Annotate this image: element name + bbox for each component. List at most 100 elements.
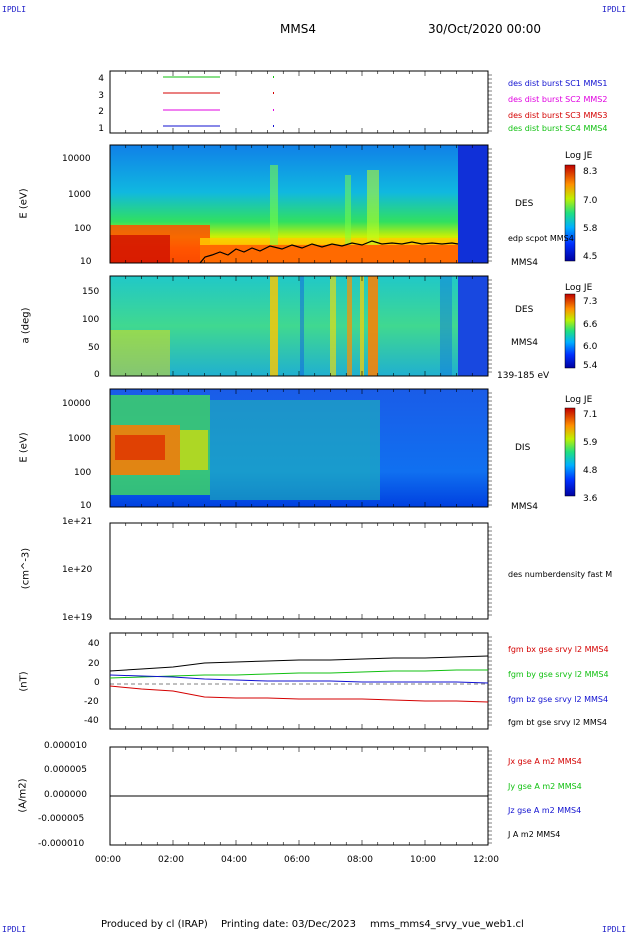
legend-fgm-bz: fgm bz gse srvy l2 MMS4 (508, 695, 609, 704)
des-pitch-low-stripe-2 (440, 276, 452, 376)
des-energy-overlay-label: edp scpot MMS4 (508, 234, 574, 243)
des-energy-ytick: 100 (74, 224, 92, 234)
current-ytick: 0.000010 (44, 741, 87, 751)
des-energy-burst-stripe-1 (270, 165, 278, 245)
des-pitch-ylabel: a (deg) (20, 307, 32, 344)
datetime-title: 30/Oct/2020 00:00 (428, 22, 542, 36)
x-tick-label: 00:00 (95, 855, 121, 865)
des-pitch-stripe-1 (270, 276, 278, 376)
des-energy-colorbar-tick: 8.3 (583, 167, 598, 177)
legend-j: J A m2 MMS4 (508, 830, 561, 839)
dis-energy-spacecraft-label: MMS4 (511, 502, 538, 512)
des-pitch-dark-region (458, 276, 488, 376)
legend-jz: Jz gse A m2 MMS4 (508, 806, 582, 815)
burst-panel (109, 70, 489, 134)
legend-burst-mms4: des dist burst SC4 MMS4 (508, 124, 608, 133)
des-energy-burst-stripe-2 (345, 175, 351, 245)
dis-energy-ytick: 1000 (68, 434, 91, 444)
axis-ticks (109, 71, 492, 845)
des-pitch-ytick: 0 (94, 370, 100, 380)
x-tick-label: 04:00 (221, 855, 247, 865)
des-energy-ylabel: E (eV) (18, 188, 30, 219)
des-pitch-colorbar-tick: 6.6 (583, 320, 598, 330)
current-panel (109, 746, 489, 846)
des-pitch-colorbar-tick: 5.4 (583, 361, 598, 371)
des-energy-instrument-label: DES (515, 199, 534, 209)
legend-fgm-bt: fgm bt gse srvy l2 MMS4 (508, 718, 607, 727)
current-ytick: -0.000010 (38, 839, 85, 849)
des-energy-colorbar-tick: 5.8 (583, 224, 598, 234)
density-ylabel: (cm^-3) (20, 547, 32, 590)
des-pitch-stripe-5 (368, 276, 378, 376)
fgm-ytick: -40 (84, 716, 99, 726)
des-pitch-stripe-4 (360, 276, 364, 376)
burst-ytick: 3 (98, 90, 104, 101)
fgm-panel (109, 632, 489, 730)
dis-energy-ytick: 10 (80, 501, 92, 511)
burst-dot-mms3 (273, 92, 274, 94)
des-energy-colorbar-title: Log JE (565, 151, 593, 161)
des-pitch-ytick: 50 (88, 343, 100, 353)
des-energy-sheath-band (200, 244, 458, 263)
dis-energy-colorbar (564, 407, 576, 497)
des-energy-core-band (110, 235, 170, 263)
footer-filename: mms_mms4_srvy_vue_web1.cl (370, 919, 524, 930)
des-pitch-instrument-label: DES (515, 305, 534, 315)
dis-energy-colorbar-tick: 4.8 (583, 466, 598, 476)
legend-burst-mms2: des dist burst SC2 MMS2 (508, 95, 608, 104)
density-legend: des numberdensity fast M (508, 570, 613, 579)
des-pitch-ytick: 150 (82, 287, 100, 297)
fgm-ylabel: (nT) (18, 671, 30, 692)
des-pitch-spacecraft-label: MMS4 (511, 338, 538, 348)
dis-energy-colorbar-title: Log JE (565, 395, 593, 405)
dis-energy-cyan-region (210, 400, 380, 500)
dis-energy-instrument-label: DIS (515, 443, 531, 453)
des-energy-scpot-line (199, 240, 459, 264)
des-energy-ytick: 1000 (68, 190, 91, 200)
legend-fgm-by: fgm by gse srvy l2 MMS4 (508, 670, 609, 679)
burst-ytick: 4 (98, 74, 104, 84)
corner-label-top-right: IPDLI (602, 5, 627, 14)
des-energy-panel (109, 144, 576, 264)
fgm-series-line-2 (109, 674, 489, 684)
dis-energy-colorbar-tick: 7.1 (583, 410, 598, 420)
burst-dot-mms1 (273, 125, 274, 127)
des-energy-burst-stripe-3 (367, 170, 379, 245)
fgm-series-line-0 (109, 685, 489, 703)
density-frame (109, 522, 489, 620)
footer-produced-by: Produced by cl (IRAP) (101, 919, 208, 930)
des-pitch-early-enhancement (110, 330, 170, 376)
des-energy-colorbar-tick: 7.0 (583, 196, 598, 206)
dis-energy-panel (109, 388, 576, 508)
density-ytick: 1e+20 (62, 565, 93, 575)
fgm-ytick: 40 (88, 639, 100, 649)
corner-label-bottom-left: IPDLI (2, 925, 27, 934)
dis-energy-colorbar-tick: 3.6 (583, 494, 598, 504)
x-tick-label: 06:00 (284, 855, 310, 865)
dis-energy-colorbar-tick: 5.9 (583, 438, 598, 448)
des-pitch-stripe-3 (347, 276, 352, 376)
fgm-series-line-3 (109, 655, 489, 672)
spacecraft-title: MMS4 (280, 22, 316, 36)
burst-yticks: 4 3 2 1 (90, 71, 104, 137)
density-panel (109, 522, 489, 620)
fgm-ytick: -20 (84, 697, 99, 707)
corner-label-top-left: IPDLI (2, 5, 27, 14)
x-tick-label: 12:00 (473, 855, 499, 865)
fgm-series-group (109, 655, 489, 703)
des-pitch-colorbar-tick: 6.0 (583, 342, 598, 352)
corner-label-bottom-right: IPDLI (602, 925, 627, 934)
current-ytick: -0.000005 (38, 814, 85, 824)
des-pitch-energy-range: 139-185 eV (497, 371, 550, 381)
des-energy-dark-region (458, 145, 488, 263)
density-ytick: 1e+19 (62, 613, 93, 623)
fgm-series-line-1 (109, 669, 488, 679)
des-energy-sheath-edge (200, 238, 458, 245)
legend-burst-mms1: des dist burst SC1 MMS1 (508, 79, 608, 88)
burst-ytick: 1 (98, 123, 104, 134)
des-energy-colorbar (564, 164, 576, 262)
des-energy-colorbar-tick: 4.5 (583, 252, 598, 262)
burst-ytick: 2 (98, 107, 104, 117)
des-pitch-spectrogram (110, 276, 488, 376)
